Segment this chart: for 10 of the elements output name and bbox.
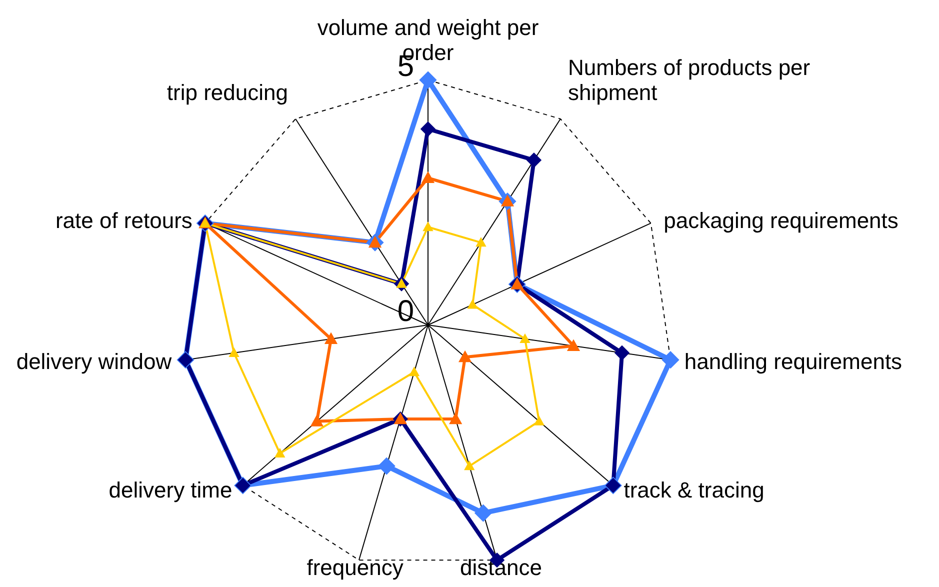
spoke-label: frequency (306, 554, 404, 580)
spoke-label: delivery time (108, 478, 232, 503)
spoke-label: delivery window (16, 349, 172, 374)
spoke-label: rate of retours (55, 208, 192, 233)
spoke-label: track & tracing (624, 478, 764, 503)
spoke-label: packaging requirements (664, 208, 898, 233)
spoke-label: Numbers of products per shipment (568, 55, 810, 106)
spoke-label: trip reducing (166, 80, 288, 106)
spoke-label: handling requirements (684, 349, 902, 374)
spoke-label: distance (460, 554, 542, 580)
